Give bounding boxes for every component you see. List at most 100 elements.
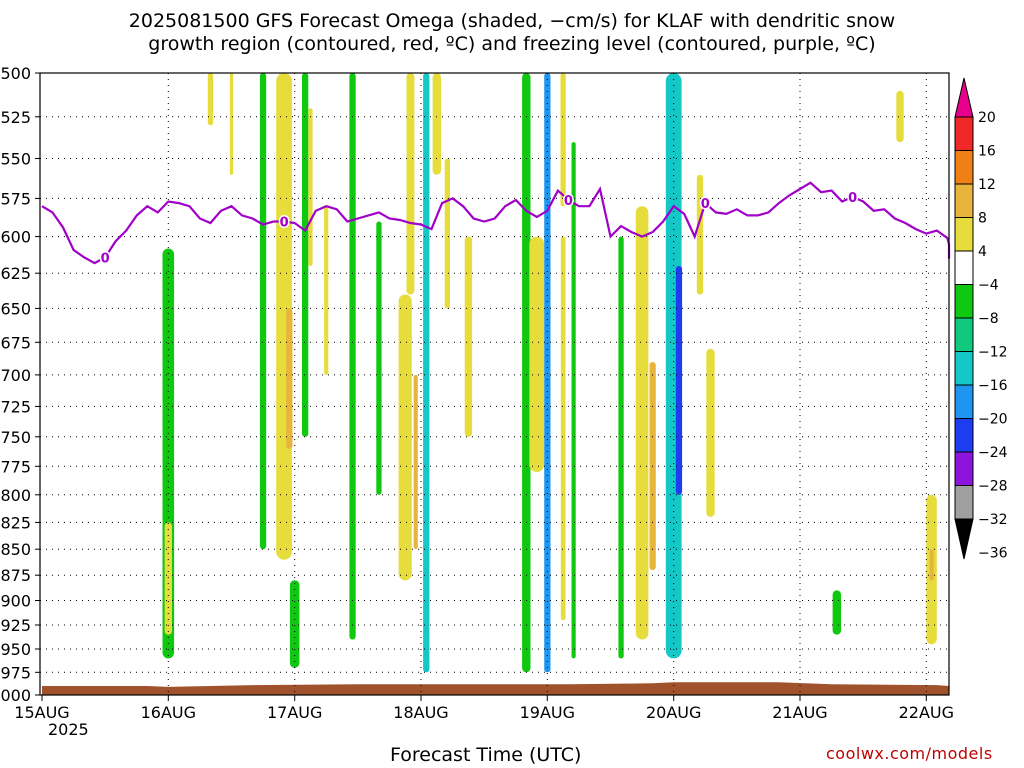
y-tick-label-850: 850: [0, 540, 31, 559]
grid-lines: [40, 73, 949, 695]
omega-area-15: [413, 374, 418, 550]
colorbar-bottom-arrow: [954, 518, 974, 560]
y-tick-label-600: 600: [0, 228, 31, 247]
omega-area-8: [302, 73, 309, 437]
freezing-level-line: [41, 181, 951, 265]
omega-area-34: [896, 90, 904, 143]
y-tick-label-625: 625: [0, 264, 31, 283]
freezing-level-label-4: 0: [848, 191, 857, 206]
omega-area-11: [349, 73, 356, 640]
colorbar-label-12: −32: [978, 512, 1008, 528]
omega-area-1: [164, 522, 172, 635]
omega-area-26: [618, 236, 624, 659]
x-tick-label-24: 16AUG: [141, 703, 196, 722]
omega-area-6: [286, 308, 293, 449]
y-tick-label-800: 800: [0, 486, 31, 505]
omega-area-16: [423, 73, 430, 673]
omega-area-14: [406, 73, 415, 295]
colorbar-label-2: 12: [978, 177, 996, 193]
y-tick-label-550: 550: [0, 150, 31, 169]
omega-area-33: [832, 590, 841, 635]
omega-area-32: [706, 348, 715, 517]
x-axis-ticks: 15AUG 16AUG 17AUG 18AUG 19AUG 20AUG 21AUG 22AUG: [14, 695, 954, 722]
omega-shading: [162, 73, 937, 673]
omega-area-10: [324, 206, 329, 375]
colorbar-label-1: 16: [978, 144, 996, 160]
colorbar-segment-0: [954, 116, 974, 151]
omega-area-13: [398, 294, 412, 581]
colorbar-label-0: 20: [978, 110, 996, 126]
colorbar-label-4: 4: [978, 244, 987, 260]
omega-area-19: [464, 236, 473, 437]
colorbar-label-5: −4: [978, 278, 999, 294]
colorbar-segment-3: [954, 217, 974, 252]
colorbar-segment-11: [954, 485, 974, 520]
freezing-level-contour: 0 0 0 0 0: [41, 181, 951, 268]
x-tick-label-48: 17AUG: [267, 703, 322, 722]
colorbar-segment-8: [954, 384, 974, 419]
omega-area-7: [289, 580, 300, 668]
omega-area-3: [229, 73, 234, 175]
y-axis-ticks: 500 525 550 575 600 625 650 675 700 725 750 775 800 8…: [0, 64, 40, 705]
freezing-level-label-2: 0: [564, 194, 573, 209]
colorbar-label-11: −28: [978, 479, 1008, 495]
y-tick-label-500: 500: [0, 64, 31, 83]
colorbar-segment-10: [954, 451, 974, 486]
y-tick-label-775: 775: [0, 457, 31, 476]
year-label: 2025: [48, 720, 89, 739]
colorbar-segment-4: [954, 250, 974, 285]
x-tick-label-0: 15AUG: [14, 703, 69, 722]
omega-area-24: [560, 236, 566, 621]
colorbar-label-6: −8: [978, 311, 999, 327]
omega-area-25: [571, 142, 576, 659]
omega-area-2: [207, 73, 214, 126]
omega-area-17: [432, 73, 441, 175]
colorbar-label-9: −20: [978, 412, 1008, 428]
omega-area-27: [635, 206, 649, 640]
y-tick-label-825: 825: [0, 513, 31, 532]
colorbar-segment-9: [954, 418, 974, 453]
freezing-level-label-3: 0: [701, 197, 710, 212]
y-tick-label-875: 875: [0, 566, 31, 585]
omega-area-22: [544, 73, 551, 673]
credit-link[interactable]: coolwx.com/models: [826, 744, 993, 763]
plot-frame: [39, 72, 950, 696]
y-tick-label-525: 525: [0, 108, 31, 127]
omega-area-31: [696, 174, 704, 295]
colorbar-label-8: −16: [978, 378, 1008, 394]
omega-area-23: [560, 73, 566, 207]
freezing-level-label-1: 0: [280, 216, 289, 231]
y-tick-label-925: 925: [0, 616, 31, 635]
y-tick-label-975: 975: [0, 663, 31, 682]
colorbar-segment-2: [954, 183, 974, 218]
y-tick-label-1000: 1000: [0, 686, 31, 705]
omega-area-12: [376, 221, 382, 495]
x-tick-label-120: 20AUG: [646, 703, 701, 722]
y-tick-label-575: 575: [0, 189, 31, 208]
y-tick-label-675: 675: [0, 333, 31, 352]
omega-area-21: [529, 236, 545, 472]
y-tick-label-725: 725: [0, 397, 31, 416]
omega-area-36: [929, 549, 934, 581]
omega-area-18: [444, 158, 450, 309]
omega-area-4: [259, 73, 267, 550]
colorbar: 20 16 12 8 4 −4 −8 −12 −16 −20 −24 −28 −32 −36: [954, 77, 1008, 562]
freezing-level-label-0: 0: [101, 251, 110, 266]
surface-terrain: [42, 682, 949, 695]
colorbar-segment-1: [954, 150, 974, 185]
x-tick-label-144: 21AUG: [772, 703, 827, 722]
colorbar-label-3: 8: [978, 211, 987, 227]
y-tick-label-750: 750: [0, 428, 31, 447]
surface-terrain-fill: [42, 682, 949, 695]
y-tick-label-950: 950: [0, 640, 31, 659]
x-tick-label-96: 19AUG: [520, 703, 575, 722]
colorbar-segment-7: [954, 351, 974, 386]
colorbar-segment-5: [954, 284, 974, 319]
omega-area-9: [308, 108, 313, 266]
y-tick-label-700: 700: [0, 366, 31, 385]
colorbar-label-10: −24: [978, 445, 1008, 461]
colorbar-label-13: −36: [978, 546, 1008, 562]
omega-area-30: [675, 266, 683, 495]
x-axis-label: Forecast Time (UTC): [390, 744, 582, 766]
